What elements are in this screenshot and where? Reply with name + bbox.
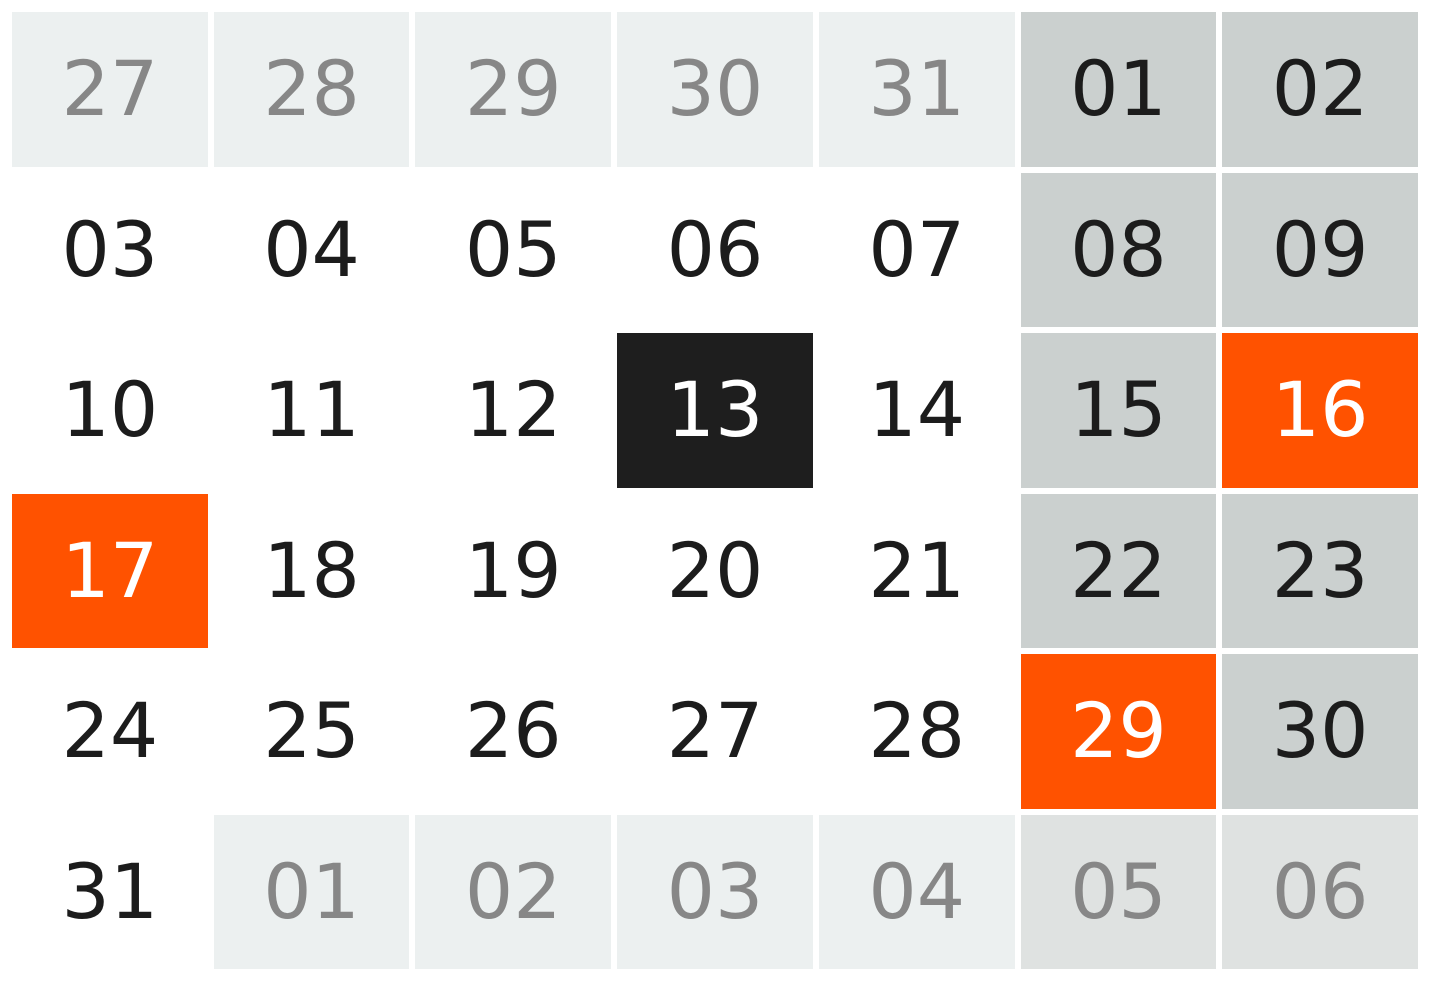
calendar-day-number: 04: [868, 846, 966, 936]
calendar-day-outside-month[interactable]: 03: [617, 814, 813, 969]
calendar-day-outside-month[interactable]: 01: [213, 814, 410, 969]
calendar-day[interactable]: 12: [415, 333, 611, 488]
calendar-day-number: 10: [61, 365, 159, 455]
calendar-day-number: 06: [1271, 846, 1369, 936]
calendar-day-number: 04: [263, 204, 360, 294]
calendar-day-highlighted[interactable]: 16: [1222, 333, 1418, 488]
calendar-day-number: 18: [263, 525, 360, 615]
calendar-day-number: 29: [1070, 686, 1167, 776]
calendar-day-outside-month[interactable]: 05: [1020, 814, 1217, 969]
calendar-day-number: 06: [666, 204, 764, 294]
calendar-day[interactable]: 28: [819, 654, 1015, 809]
calendar-day-number: 31: [61, 846, 159, 936]
calendar-day-today[interactable]: 13: [617, 333, 813, 488]
calendar-day-number: 03: [61, 204, 159, 294]
calendar-day-number: 01: [263, 846, 360, 936]
calendar-day[interactable]: 31: [12, 815, 208, 970]
calendar-day[interactable]: 06: [617, 173, 813, 328]
calendar-day-number: 30: [1271, 686, 1369, 776]
calendar-day-number: 05: [464, 204, 562, 294]
calendar-day-number: 31: [868, 44, 966, 134]
calendar-day-highlighted[interactable]: 29: [1020, 654, 1217, 809]
calendar-day-number: 28: [263, 44, 360, 134]
calendar-day-outside-month[interactable]: 31: [818, 12, 1015, 167]
calendar-day-number: 30: [666, 44, 764, 134]
calendar-day-number: 27: [61, 44, 159, 134]
calendar-day-number: 08: [1070, 204, 1167, 294]
calendar-day-number: 23: [1271, 525, 1369, 615]
calendar-day[interactable]: 26: [415, 654, 611, 809]
calendar-day-number: 05: [1070, 846, 1167, 936]
calendar-day-weekend[interactable]: 22: [1020, 493, 1217, 648]
calendar-day-number: 12: [464, 365, 562, 455]
calendar-day[interactable]: 20: [617, 494, 813, 649]
calendar-day[interactable]: 03: [12, 173, 208, 328]
calendar-day[interactable]: 25: [214, 654, 410, 809]
calendar-day-number: 02: [464, 846, 562, 936]
calendar-day-number: 25: [263, 686, 360, 776]
calendar-day-number: 11: [263, 365, 360, 455]
calendar-day-weekend[interactable]: 09: [1222, 172, 1418, 327]
calendar-day[interactable]: 05: [415, 173, 611, 328]
calendar-day-number: 19: [464, 525, 562, 615]
calendar-day[interactable]: 11: [214, 333, 410, 488]
calendar-day[interactable]: 18: [214, 494, 410, 649]
calendar-day-weekend[interactable]: 23: [1222, 493, 1418, 648]
calendar-day-number: 16: [1271, 365, 1369, 455]
calendar-day-outside-month[interactable]: 28: [213, 12, 410, 167]
calendar-day-number: 07: [868, 204, 966, 294]
calendar-day-number: 26: [464, 686, 562, 776]
calendar-day-number: 17: [61, 525, 159, 615]
calendar-day-number: 20: [666, 525, 764, 615]
calendar-day-outside-month[interactable]: 30: [617, 12, 813, 167]
calendar-day-number: 15: [1070, 365, 1167, 455]
calendar-day-outside-month[interactable]: 02: [415, 814, 612, 969]
calendar-day[interactable]: 21: [819, 494, 1015, 649]
calendar-day-outside-month[interactable]: 06: [1222, 814, 1418, 969]
calendar-day-outside-month[interactable]: 27: [12, 12, 208, 167]
calendar-day-number: 29: [464, 44, 562, 134]
calendar-day-number: 03: [666, 846, 764, 936]
calendar-day[interactable]: 04: [214, 173, 410, 328]
calendar-day-weekend[interactable]: 01: [1020, 12, 1217, 167]
calendar-day-number: 28: [868, 686, 966, 776]
calendar-grid: 27 28 29 30 31 01 02 03 04 05 06 07 08 09 10 11 12 13 14 15…: [12, 12, 1418, 969]
calendar-day-weekend[interactable]: 08: [1020, 172, 1217, 327]
calendar-day-weekend[interactable]: 02: [1222, 12, 1418, 167]
calendar-day-number: 27: [666, 686, 764, 776]
calendar-day-outside-month[interactable]: 04: [818, 814, 1015, 969]
calendar-day-highlighted[interactable]: 17: [12, 493, 208, 648]
calendar-day-weekend[interactable]: 30: [1222, 654, 1418, 809]
calendar-day-number: 09: [1271, 204, 1369, 294]
calendar-day[interactable]: 07: [819, 173, 1015, 328]
calendar-day-number: 02: [1271, 44, 1369, 134]
calendar-day-outside-month[interactable]: 29: [415, 12, 612, 167]
calendar-day-number: 14: [868, 365, 966, 455]
calendar-day-number: 21: [868, 525, 966, 615]
calendar-day[interactable]: 19: [415, 494, 611, 649]
calendar-day-number: 24: [61, 686, 159, 776]
calendar-day-number: 01: [1070, 44, 1167, 134]
calendar-day[interactable]: 24: [12, 654, 208, 809]
calendar-day[interactable]: 10: [12, 333, 208, 488]
calendar-day-weekend[interactable]: 15: [1020, 333, 1217, 488]
calendar-day[interactable]: 14: [819, 333, 1015, 488]
calendar-day[interactable]: 27: [617, 654, 813, 809]
calendar-day-number: 22: [1070, 525, 1167, 615]
calendar-day-number: 13: [666, 365, 764, 455]
